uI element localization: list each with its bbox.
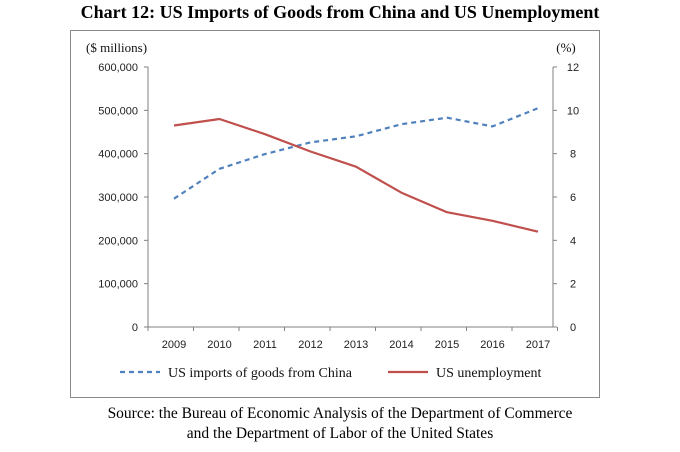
right-tick-label: 0	[570, 322, 576, 334]
right-tick-label: 8	[570, 149, 576, 161]
x-tick-label: 2017	[526, 339, 550, 351]
imports-series-line	[173, 107, 539, 200]
chart-frame	[70, 30, 600, 398]
x-tick-label: 2012	[298, 339, 322, 351]
source-note: Source: the Bureau of Economic Analysis …	[0, 404, 680, 444]
right-tick-label: 4	[570, 235, 576, 247]
x-tick-label: 2015	[435, 339, 459, 351]
right-axis-unit: (%)	[556, 40, 576, 55]
right-tick-label: 6	[570, 192, 576, 204]
chart-svg: 0 100,000 200,000 300,000 400,000 500,000 600,…	[86, 40, 579, 381]
source-line-2: and the Department of Labor of the Unite…	[186, 425, 494, 442]
legend-unemployment-label: US unemployment	[436, 366, 541, 381]
source-line-1: Source: the Bureau of Economic Analysis …	[107, 405, 573, 422]
left-tick-label: 600,000	[98, 62, 138, 74]
left-tick-label: 200,000	[98, 235, 138, 247]
right-tick-label: 2	[570, 279, 576, 291]
x-tick-label: 2014	[389, 339, 413, 351]
x-tick-label: 2016	[480, 339, 504, 351]
x-tick-label: 2009	[162, 339, 186, 351]
left-tick-label: 500,000	[98, 105, 138, 117]
x-tick-label: 2013	[344, 339, 368, 351]
unemployment-series-line	[173, 117, 539, 233]
x-tick-label: 2010	[207, 339, 231, 351]
legend-imports-label: US imports of goods from China	[168, 366, 353, 381]
left-tick-label: 300,000	[98, 192, 138, 204]
left-tick-label: 400,000	[98, 149, 138, 161]
left-axis-unit: ($ millions)	[86, 40, 147, 55]
x-tick-label: 2011	[253, 339, 277, 351]
left-tick-label: 100,000	[98, 279, 138, 291]
chart-title: Chart 12: US Imports of Goods from China…	[80, 2, 600, 22]
right-tick-label: 12	[567, 62, 579, 74]
right-tick-label: 10	[567, 105, 579, 117]
left-tick-label: 0	[132, 322, 138, 334]
